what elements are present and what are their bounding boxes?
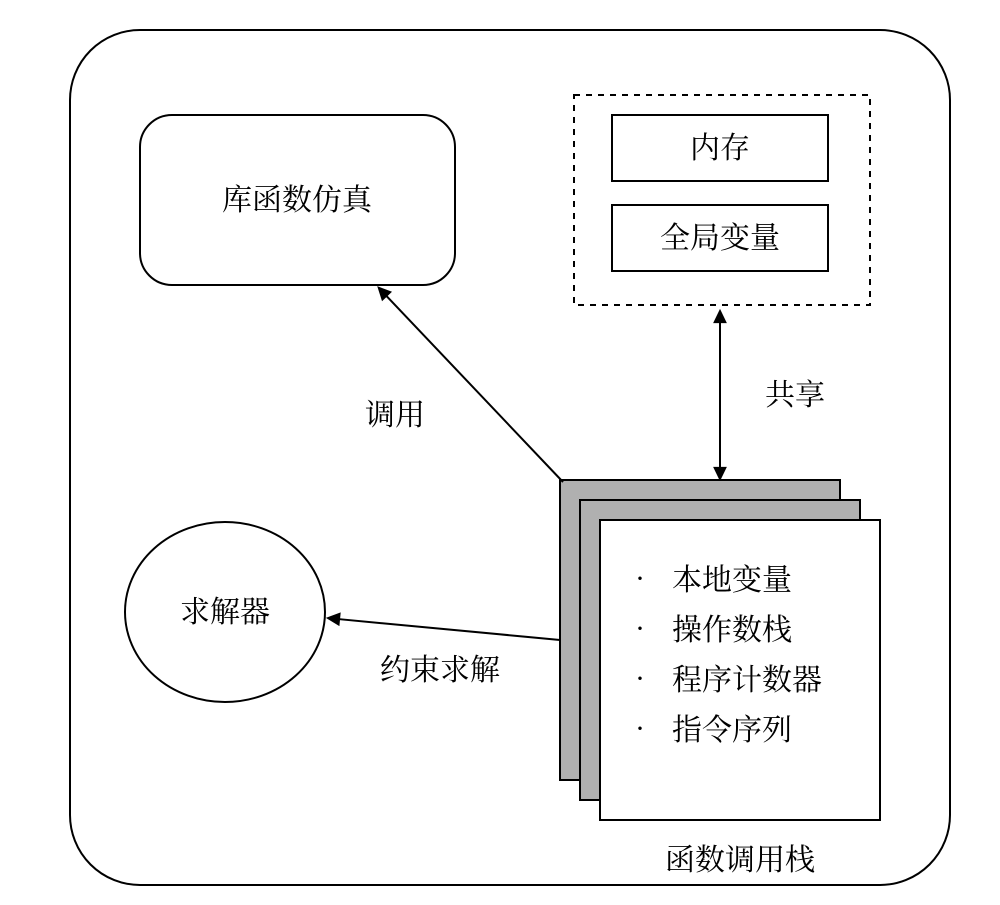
lib-function-label: 库函数仿真 <box>222 175 373 219</box>
stack-item-3: 指令序列 <box>672 705 792 749</box>
stack-caption: 函数调用栈 <box>665 835 815 879</box>
stack-bullet-0: • <box>625 555 655 599</box>
stack-item-0: 本地变量 <box>672 555 792 599</box>
share-arrow-label: 共享 <box>765 370 825 414</box>
stack-item-1: 操作数栈 <box>672 605 792 649</box>
stack-bullet-2: • <box>625 655 655 699</box>
memory-label: 内存 <box>690 123 750 167</box>
global-var-label: 全局变量 <box>660 213 780 257</box>
solve-arrow-label: 约束求解 <box>380 645 500 689</box>
solver-label: 求解器 <box>180 587 270 631</box>
solve-arrow-line <box>340 619 560 640</box>
stack-bullet-3: • <box>625 705 655 749</box>
stack-bullet-1: • <box>625 605 655 649</box>
call-arrow-label: 调用 <box>365 390 425 434</box>
stack-item-2: 程序计数器 <box>672 655 822 699</box>
